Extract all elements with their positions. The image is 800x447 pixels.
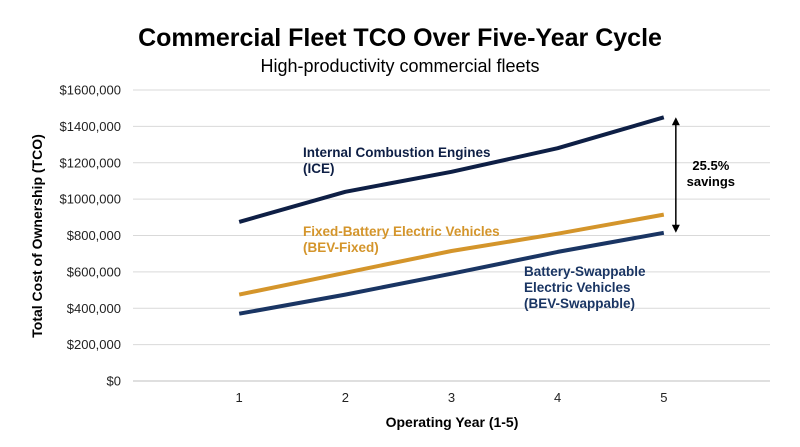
y-axis-label: Total Cost of Ownership (TCO) [29,134,45,338]
x-tick-label: 1 [236,390,243,405]
x-tick-label: 4 [554,390,561,405]
series-label-2: Battery-Swappable Electric Vehicles (BEV-S… [524,264,646,311]
chart-subtitle: High-productivity commercial fleets [260,56,539,76]
savings-annotation: 25.5% savings [671,117,735,233]
y-tick-label: $1400,000 [60,119,121,134]
y-tick-label: $600,000 [67,264,121,279]
y-tick-label: $400,000 [67,301,121,316]
y-tick-label: $1200,000 [60,155,121,170]
arrow-head-up-icon [671,117,680,126]
savings-label-line: savings [687,174,735,189]
x-tick-label: 3 [448,390,455,405]
y-tick-label: $1000,000 [60,192,121,207]
series-label-line: (ICE) [303,161,335,176]
series-label-line: Electric Vehicles [524,280,631,295]
arrow-head-down-icon [671,224,680,233]
y-tick-label: $0 [107,374,121,389]
series-label-0: Internal Combustion Engines (ICE) [303,145,491,176]
x-axis-label: Operating Year (1-5) [386,414,519,430]
x-tick-label: 2 [342,390,349,405]
series-label-line: Fixed-Battery Electric Vehicles [303,224,500,239]
series-line-0 [238,115,665,224]
series-label-line: Battery-Swappable [524,264,646,279]
savings-label-line: 25.5% [692,158,729,173]
x-tick-label: 5 [660,390,667,405]
series-line-1 [238,212,665,297]
savings-label: 25.5% savings [687,158,735,189]
y-tick-label: $1600,000 [60,83,121,98]
series-label-1: Fixed-Battery Electric Vehicles (BEV-Fixe… [303,224,500,255]
series-lines [238,115,665,316]
series-label-line: (BEV-Swappable) [524,296,635,311]
gridlines [133,89,770,382]
series-line-2 [238,230,665,316]
x-axis-ticks: 1 2 3 4 5 [236,390,668,405]
y-axis-ticks: $0 $200,000 $400,000 $600,000 $800,000 $1000,… [60,83,121,389]
series-label-line: Internal Combustion Engines [303,145,491,160]
series-label-line: (BEV-Fixed) [303,240,379,255]
y-tick-label: $800,000 [67,228,121,243]
y-tick-label: $200,000 [67,337,121,352]
chart-title: Commercial Fleet TCO Over Five-Year Cycl… [138,24,662,52]
series-labels: Internal Combustion Engines (ICE) Fixed-Ba… [303,145,646,311]
